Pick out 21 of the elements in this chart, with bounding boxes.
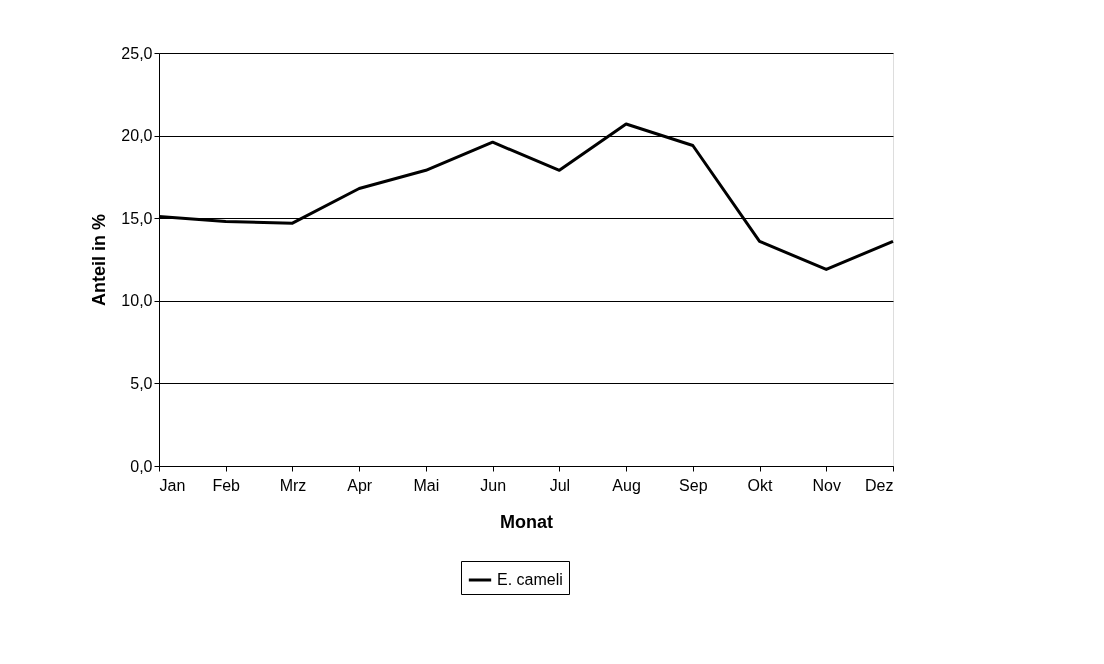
- y-tick-label: 15,0: [121, 209, 153, 227]
- x-tick-label: Apr: [347, 476, 373, 494]
- x-tick-label: Sep: [679, 476, 708, 494]
- x-tick-label: Dez: [865, 476, 894, 494]
- x-tick-label: Okt: [747, 476, 774, 494]
- x-tick-label: Jul: [549, 476, 571, 494]
- x-tick-label: Jun: [480, 476, 507, 494]
- x-tick-label: Nov: [812, 476, 841, 494]
- y-tick-label: 0,0: [130, 457, 153, 475]
- y-tick-label: 10,0: [121, 292, 153, 310]
- y-tick-label: 25,0: [121, 44, 153, 62]
- x-tick-label: Mrz: [279, 476, 307, 494]
- y-axis-title: Anteil in %: [89, 213, 110, 307]
- y-tick-label: 5,0: [130, 374, 153, 392]
- y-tick-label: 20,0: [121, 127, 153, 145]
- legend-label: E. cameli: [497, 571, 563, 588]
- x-tick-label: Jan: [159, 476, 186, 494]
- x-axis-title: Monat: [500, 511, 553, 532]
- x-tick-label: Feb: [212, 476, 241, 494]
- x-tick-label: Mai: [413, 476, 440, 494]
- x-tick-label: Aug: [612, 476, 641, 494]
